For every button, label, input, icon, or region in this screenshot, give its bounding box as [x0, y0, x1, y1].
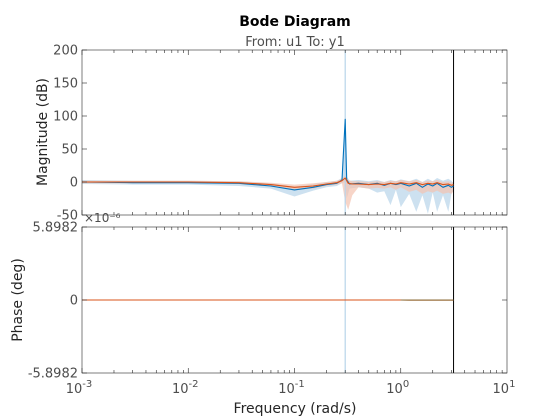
phase-panel: -5.8982 0 5.8982 10-3 10-2 10-1 100 101 ×10⁻⁶ P…	[10, 211, 515, 397]
x-axis-label: Frequency (rad/s)	[234, 401, 357, 417]
phase-y-exponent: ×10⁻⁶	[84, 211, 121, 225]
y-tick-label: 50	[61, 143, 78, 158]
x-tick-label: 101	[493, 379, 516, 397]
magnitude-ticks: -50 0 50 100 150 200	[53, 44, 507, 224]
chart-title: Bode Diagram	[239, 14, 351, 30]
y-tick-label: 0	[70, 294, 78, 309]
phase-ticks: -5.8982 0 5.8982 10-3 10-2 10-1 100 101	[28, 221, 516, 398]
y-tick-label: -5.8982	[28, 367, 78, 382]
x-tick-label: 10-1	[278, 379, 305, 397]
y-tick-label: 5.8982	[33, 221, 79, 236]
y-tick-label: 100	[53, 110, 78, 125]
magnitude-panel: -50 0 50 100 150 200 Magnitude (dB)	[35, 44, 508, 224]
x-tick-label: 100	[386, 379, 409, 397]
y-tick-label: 0	[70, 176, 78, 191]
y-tick-label: 200	[53, 44, 78, 59]
y-tick-label: 150	[53, 77, 78, 92]
magnitude-ylabel: Magnitude (dB)	[35, 78, 51, 186]
magnitude-plot-area	[82, 50, 455, 215]
chart-subtitle: From: u1 To: y1	[245, 35, 345, 50]
y-tick-label: -50	[57, 209, 78, 224]
series-2-line	[82, 177, 454, 188]
series-1-confidence-band	[82, 119, 454, 214]
x-tick-label: 10-2	[172, 379, 199, 397]
phase-plot-area	[82, 227, 455, 373]
phase-ylabel: Phase (deg)	[10, 258, 26, 342]
x-tick-label: 10-3	[66, 379, 93, 397]
